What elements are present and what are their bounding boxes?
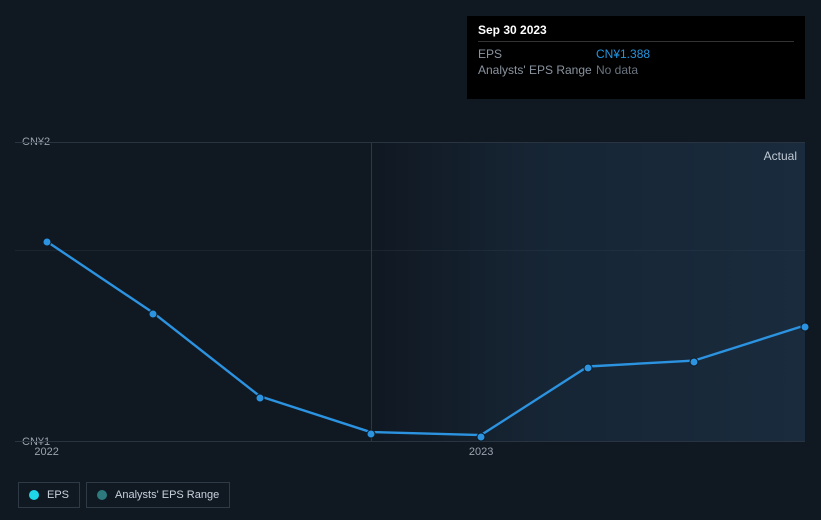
data-point[interactable] xyxy=(802,323,809,330)
data-point[interactable] xyxy=(256,395,263,402)
plot[interactable]: Actual xyxy=(15,142,805,442)
data-point[interactable] xyxy=(150,311,157,318)
tooltip: Sep 30 2023 EPS CN¥1.388 Analysts' EPS R… xyxy=(467,16,805,99)
legend-label: Analysts' EPS Range xyxy=(115,489,219,501)
legend-swatch-icon xyxy=(97,490,107,500)
xtick-label: 2022 xyxy=(34,446,58,458)
xtick-label: 2023 xyxy=(469,446,493,458)
tooltip-value-range: No data xyxy=(596,63,638,77)
legend-item-eps[interactable]: EPS xyxy=(18,482,80,508)
data-point[interactable] xyxy=(691,359,698,366)
data-point[interactable] xyxy=(478,434,485,441)
tooltip-row: Analysts' EPS Range No data xyxy=(478,62,794,78)
legend-item-range[interactable]: Analysts' EPS Range xyxy=(86,482,230,508)
tooltip-value-eps: CN¥1.388 xyxy=(596,47,650,61)
tooltip-date: Sep 30 2023 xyxy=(478,23,794,42)
tooltip-label-range: Analysts' EPS Range xyxy=(478,63,596,77)
line-series xyxy=(15,143,805,441)
tooltip-label-eps: EPS xyxy=(478,47,596,61)
data-point[interactable] xyxy=(43,239,50,246)
legend-label: EPS xyxy=(47,489,69,501)
chart-area: CN¥2 CN¥1 Actual 2022 2023 xyxy=(0,120,821,460)
legend: EPS Analysts' EPS Range xyxy=(18,482,230,508)
data-point[interactable] xyxy=(584,365,591,372)
tooltip-row: EPS CN¥1.388 xyxy=(478,46,794,62)
data-point[interactable] xyxy=(367,431,374,438)
legend-swatch-icon xyxy=(29,490,39,500)
